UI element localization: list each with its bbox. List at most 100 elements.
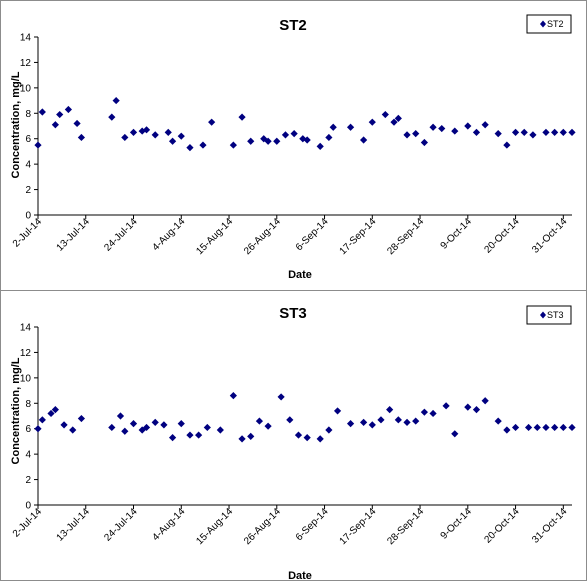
- data-point: [303, 434, 311, 442]
- legend: ST3: [526, 305, 572, 325]
- y-tick-label: 14: [20, 33, 32, 44]
- chart-panel-st3: ST3 Concentration, mg/L ST3 0 2 4 6 8 10 12 14 2…: [0, 290, 587, 581]
- data-point: [568, 423, 576, 432]
- y-tick-label: 2: [25, 475, 31, 486]
- x-tick-label: 13-Jul-14: [55, 506, 93, 544]
- legend-label: ST2: [547, 19, 564, 29]
- data-point: [368, 421, 376, 429]
- data-point: [168, 434, 177, 442]
- legend-marker: [540, 311, 546, 319]
- x-tick-label: 31-Oct-14: [530, 216, 570, 256]
- data-point: [316, 435, 324, 443]
- data-point: [472, 128, 481, 136]
- x-tick-label: 20-Oct-14: [482, 216, 522, 256]
- data-point: [229, 141, 237, 149]
- x-tick-label: 15-Aug-14: [194, 216, 235, 257]
- chart-st2-svg: ST2 Date Concentration, mg/L ST2 0 2 4 6 8 10…: [10, 14, 576, 281]
- data-point: [69, 426, 77, 434]
- data-point: [503, 426, 511, 434]
- x-tick-label: 4-Aug-14: [151, 216, 188, 253]
- data-point: [494, 417, 502, 425]
- y-tick-label: 6: [25, 134, 31, 145]
- data-point: [186, 144, 194, 152]
- data-point: [481, 397, 489, 405]
- chart-title: ST2: [279, 17, 307, 34]
- legend-box: [526, 14, 572, 34]
- y-tick-label: 14: [20, 323, 32, 334]
- data-point: [168, 137, 177, 145]
- data-point: [34, 425, 42, 433]
- data-point: [56, 110, 64, 119]
- x-tick-label: 24-Jul-14: [102, 506, 140, 544]
- x-axis-label: Date: [288, 269, 312, 281]
- data-point: [394, 114, 402, 122]
- x-tick-label: 9-Oct-14: [439, 216, 475, 252]
- y-tick-label: 6: [25, 424, 31, 435]
- data-point: [451, 127, 459, 135]
- data-point: [559, 128, 567, 136]
- data-point: [216, 426, 224, 434]
- data-point: [381, 110, 389, 119]
- data-point: [325, 133, 333, 142]
- data-point: [142, 126, 151, 134]
- y-axis-label: Concentration, mg/L: [10, 71, 22, 178]
- data-point: [203, 423, 211, 432]
- data-point: [390, 118, 398, 126]
- data-point: [333, 407, 342, 415]
- data-point: [195, 431, 203, 439]
- y-tick-label: 4: [25, 450, 31, 461]
- data-point: [60, 421, 68, 429]
- data-point: [121, 427, 129, 435]
- data-point: [121, 133, 129, 142]
- data-point: [277, 393, 285, 401]
- x-tick-label: 28-Sep-14: [385, 506, 426, 547]
- data-point: [438, 124, 446, 133]
- chart-panel-st2: ST2 Date Concentration, mg/L ST2 0 2 4 6 8 10…: [0, 0, 587, 291]
- x-tick-label: 15-Aug-14: [194, 506, 235, 547]
- x-tick-label: 13-Jul-14: [55, 216, 93, 254]
- y-tick-label: 8: [25, 109, 31, 120]
- data-point: [273, 137, 281, 145]
- y-tick-label: 10: [20, 83, 32, 94]
- data-point: [360, 418, 368, 426]
- data-point: [503, 141, 511, 149]
- data-point: [186, 431, 194, 439]
- y-tick-label: 12: [20, 348, 32, 359]
- data-point: [429, 123, 437, 131]
- x-tick-label: 28-Sep-14: [385, 216, 426, 257]
- x-tick-label: 24-Jul-14: [102, 216, 140, 254]
- data-point: [264, 137, 272, 145]
- data-point: [151, 418, 159, 426]
- data-point: [116, 412, 125, 420]
- data-point: [511, 128, 520, 136]
- chart-title: ST3: [279, 305, 307, 322]
- legend-box: [526, 305, 572, 325]
- x-tick-label: 4-Aug-14: [151, 506, 188, 543]
- data-point: [229, 392, 237, 400]
- data-point: [481, 121, 489, 129]
- data-point: [160, 421, 168, 429]
- data-point: [568, 128, 576, 136]
- data-point: [529, 131, 537, 139]
- data-point: [281, 131, 290, 139]
- data-point: [151, 131, 159, 139]
- data-point: [412, 417, 420, 425]
- data-point: [420, 408, 428, 416]
- y-axis-label: Concentration, mg/L: [10, 357, 22, 464]
- data-point: [394, 416, 402, 424]
- data-point: [108, 423, 116, 432]
- data-point: [238, 435, 246, 443]
- data-point: [377, 416, 385, 424]
- x-tick-label: 6-Sep-14: [294, 216, 331, 253]
- data-point: [177, 132, 185, 140]
- data-point: [464, 122, 472, 130]
- chart-st3-svg: ST3 Concentration, mg/L ST3 0 2 4 6 8 10 12 14 2…: [10, 305, 576, 581]
- data-point: [386, 406, 394, 414]
- x-tick-label: 26-Aug-14: [242, 216, 283, 257]
- data-point: [316, 142, 324, 150]
- data-point: [77, 133, 86, 142]
- x-tick-label: 20-Oct-14: [482, 506, 522, 546]
- y-tick-label: 4: [25, 160, 31, 171]
